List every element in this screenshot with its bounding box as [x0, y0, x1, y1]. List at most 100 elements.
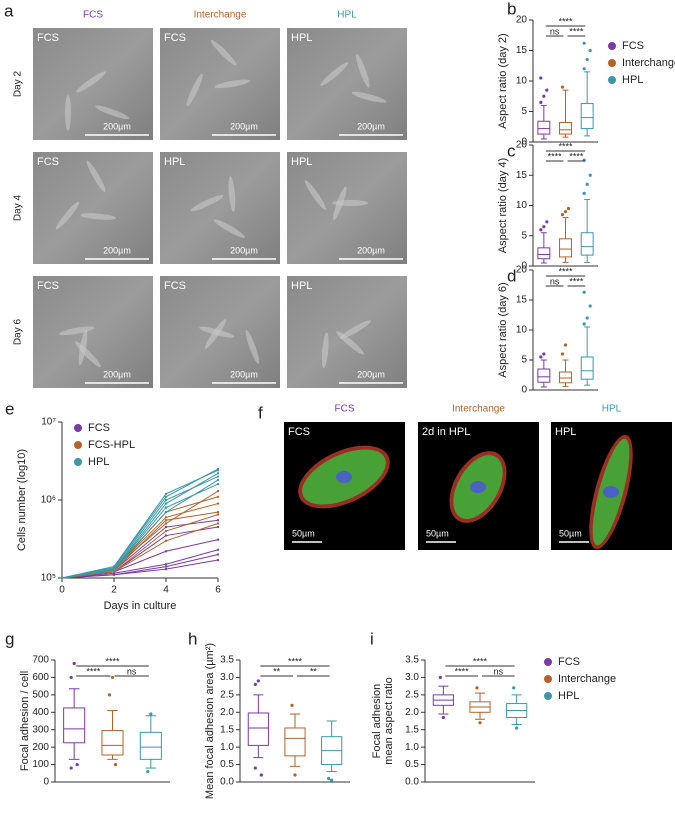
box	[101, 730, 124, 756]
significance-label: ns	[127, 666, 137, 676]
micrograph	[287, 28, 407, 140]
growth-point	[216, 489, 220, 493]
nucleus	[336, 471, 352, 483]
y-axis-label: Focal adhesion / cell	[19, 671, 31, 771]
scale-label: 200µm	[103, 121, 131, 131]
cell-shape	[214, 79, 251, 89]
growth-point	[164, 539, 168, 542]
growth-point	[164, 522, 168, 525]
growth-point	[164, 529, 168, 533]
growth-point	[216, 513, 220, 516]
y-tick-label: 5	[521, 230, 527, 241]
y-axis-label: Mean focal adhesion area (µm²)	[204, 643, 216, 799]
outlier	[582, 41, 586, 45]
growth-point	[164, 565, 168, 568]
growth-point	[216, 475, 220, 478]
y-tick-label: 3.0	[405, 672, 419, 683]
growth-point	[216, 482, 220, 486]
outlier	[563, 343, 568, 347]
outlier	[259, 773, 263, 777]
y-tick-label: 300	[32, 724, 49, 735]
outlier	[542, 225, 546, 229]
scale-label: 200µm	[103, 245, 131, 255]
outlier	[69, 675, 73, 680]
cell-shape	[245, 329, 260, 364]
outlier	[110, 675, 115, 680]
legend-marker	[74, 458, 82, 466]
significance-label: **	[273, 666, 281, 676]
cell-shape	[339, 320, 372, 339]
outlier	[149, 712, 153, 716]
condition-label: FCS	[288, 426, 310, 438]
growth-point	[164, 506, 168, 509]
outlier	[585, 316, 589, 320]
legend-label: FCS	[622, 40, 644, 52]
growth-point	[216, 502, 220, 505]
y-tick-label: 3.5	[405, 655, 419, 666]
y-tick-label: 2.0	[405, 707, 419, 718]
legend-marker	[544, 675, 552, 683]
y-tick-label: 0.5	[405, 759, 419, 770]
y-tick-label: 1.5	[405, 724, 419, 735]
cell-shape	[55, 201, 80, 230]
scale-label: 50µm	[292, 528, 315, 538]
panel-label: b	[507, 0, 516, 18]
y-axis-label: Cells number (log10)	[16, 449, 28, 551]
outlier	[113, 762, 118, 767]
significance-label: ****	[105, 656, 120, 666]
micrograph	[287, 152, 407, 264]
growth-point	[216, 519, 220, 522]
cell-shape	[320, 62, 349, 86]
y-tick-label: 15	[516, 295, 528, 306]
significance-label: ****	[569, 26, 584, 36]
scale-label: 200µm	[357, 245, 385, 255]
cell-shape	[80, 213, 117, 220]
x-axis-label: Days in culture	[104, 600, 177, 612]
outlier	[290, 703, 294, 707]
growth-point	[164, 563, 168, 566]
outlier	[560, 212, 565, 217]
y-tick-label: 5	[521, 355, 527, 366]
cell-shape	[333, 186, 347, 221]
outlier	[438, 675, 442, 680]
y-tick-label: 10	[516, 200, 528, 211]
growth-point	[216, 478, 220, 482]
condition-label: FCS	[37, 156, 59, 168]
outlier	[566, 206, 571, 211]
box	[284, 727, 306, 757]
x-tick-label: 6	[215, 585, 221, 596]
legend-marker	[544, 658, 552, 666]
outlier	[582, 67, 586, 71]
growth-point	[164, 510, 168, 514]
legend-marker	[608, 59, 616, 67]
legend-label: HPL	[88, 456, 109, 468]
outlier	[256, 679, 260, 683]
condition-label: 2d in HPL	[422, 426, 470, 438]
outlier	[146, 769, 150, 774]
growth-line	[61, 479, 219, 579]
condition-label: FCS	[164, 280, 186, 292]
significance-label: ****	[558, 266, 573, 276]
scale-label: 200µm	[230, 369, 258, 379]
legend-label: HPL	[558, 690, 579, 702]
growth-line	[61, 469, 219, 579]
panel-label: h	[188, 629, 197, 648]
box	[537, 368, 551, 383]
box	[580, 232, 594, 256]
outlier	[539, 100, 543, 104]
outlier	[539, 355, 543, 359]
outlier	[588, 173, 592, 177]
y-tick-label: 0	[521, 385, 527, 396]
growth-point	[216, 525, 220, 529]
outlier	[327, 776, 331, 781]
growth-line	[61, 496, 219, 579]
significance-label: ****	[86, 666, 101, 676]
growth-point	[216, 538, 220, 541]
growth-point	[164, 492, 168, 496]
y-tick-label: 400	[32, 707, 49, 718]
panel-label: f	[258, 403, 263, 422]
legend-marker	[74, 441, 82, 449]
outlier	[588, 304, 592, 308]
growth-point	[60, 576, 64, 580]
legend-marker	[74, 424, 82, 432]
